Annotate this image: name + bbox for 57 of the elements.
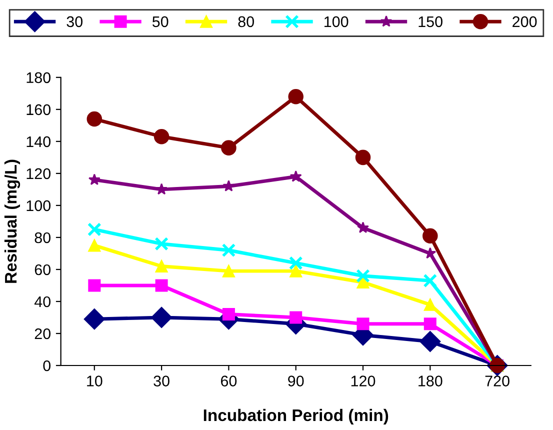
point [424,318,436,330]
x-tick-label: 60 [220,376,237,386]
x-tick-label: 120 [351,376,376,386]
point [222,243,236,258]
point [356,318,370,330]
point [87,222,102,236]
point [290,170,302,182]
point [84,308,105,330]
point [156,183,168,195]
x-tick-label: 10 [87,376,102,386]
legend-label: 80 [238,16,254,28]
x-tick-label: 180 [418,376,442,386]
point [151,306,172,328]
point [424,298,436,311]
point [288,256,303,270]
legend-label: 50 [152,16,168,28]
y-tick-label: 60 [34,264,51,276]
point [290,311,302,324]
point [86,111,102,127]
y-tick-label: 140 [26,136,51,148]
y-tick-label: 120 [26,168,51,180]
point [222,308,235,321]
y-tick-label: 180 [26,72,51,84]
point [355,150,371,166]
point [88,279,101,292]
point [222,264,235,278]
point [154,236,168,251]
point [222,180,235,192]
point [288,88,304,104]
y-tick-label: 100 [26,200,51,212]
point [88,174,100,186]
x-tick-label: 90 [288,376,304,386]
point [423,274,438,288]
point [88,239,101,252]
point [155,279,168,292]
point [155,260,168,273]
x-axis-title: Incubation Period (min) [204,408,388,424]
y-tick-label: 20 [34,328,51,340]
point [154,128,170,144]
y-tick-label: 40 [34,296,51,308]
point [356,276,370,289]
x-tick-label: 720 [485,376,510,386]
point [357,222,369,234]
point [290,264,302,278]
y-tick-label: 80 [34,232,51,244]
point [420,330,441,352]
point [356,268,370,283]
legend-label: 200 [512,16,537,28]
legend-label: 30 [66,16,83,28]
y-tick-label: 160 [26,104,51,116]
y-tick-label: 0 [43,360,51,372]
x-tick-label: 30 [154,376,170,386]
y-axis-title: Residual (mg/L) [4,160,20,283]
point [221,140,236,156]
legend-label: 150 [418,16,442,28]
legend-label: 100 [324,16,348,28]
point [422,228,438,244]
